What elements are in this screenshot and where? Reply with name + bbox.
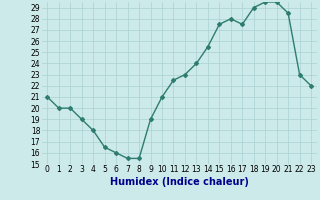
X-axis label: Humidex (Indice chaleur): Humidex (Indice chaleur): [110, 177, 249, 187]
